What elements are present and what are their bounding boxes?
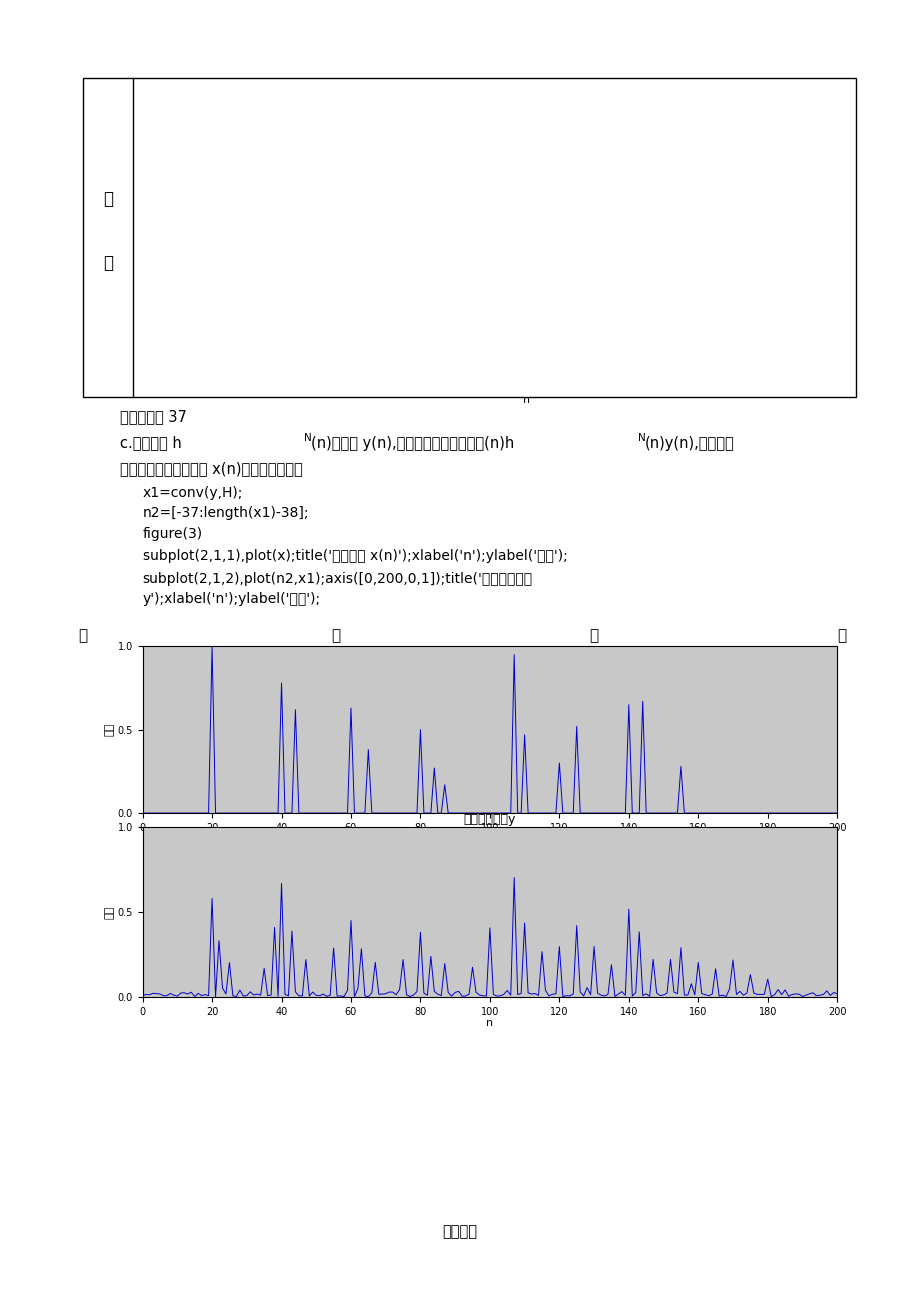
Text: 整理文本: 整理文本	[442, 1224, 477, 1239]
Text: 序: 序	[588, 628, 597, 644]
Text: (n)来滤波 y(n),并画出滤波器的输出及(n)h: (n)来滤波 y(n),并画出滤波器的输出及(n)h	[311, 435, 514, 451]
Text: 输: 输	[78, 628, 87, 644]
X-axis label: n: n	[486, 834, 493, 844]
Text: y');xlabel('n');ylabel('幅値');: y');xlabel('n');ylabel('幅値');	[142, 593, 321, 606]
Y-axis label: 幅值: 幅值	[156, 231, 166, 244]
Y-axis label: 幅值: 幅值	[105, 723, 115, 736]
Text: (n)y(n),图中的峰: (n)y(n),图中的峰	[644, 435, 734, 451]
Text: subplot(2,1,1),plot(x);title('输入序列 x(n)');xlabel('n');ylabel('幅値');: subplot(2,1,1),plot(x);title('输入序列 x(n)'…	[142, 550, 567, 563]
Text: 图: 图	[103, 190, 113, 208]
Text: 最佳延迟为 37: 最佳延迟为 37	[119, 409, 187, 425]
Text: 入: 入	[331, 628, 340, 644]
Y-axis label: 幅值: 幅值	[105, 906, 115, 919]
Text: c.用估计的 h: c.用估计的 h	[119, 435, 181, 451]
Text: figure(3): figure(3)	[142, 528, 202, 541]
Text: n2=[-37:length(x1)-38];: n2=[-37:length(x1)-38];	[142, 507, 309, 520]
Text: 値的位置和幅度是否与 x(n)中的结果一致。: 値的位置和幅度是否与 x(n)中的结果一致。	[119, 461, 302, 477]
Text: 形: 形	[103, 254, 113, 272]
Title: 逆滤波器输出y: 逆滤波器输出y	[463, 813, 516, 826]
Text: N: N	[637, 433, 644, 443]
Text: x1=conv(y,H);: x1=conv(y,H);	[142, 486, 243, 499]
Text: 列: 列	[836, 628, 845, 644]
Text: subplot(2,1,2),plot(n2,x1);axis([0,200,0,1]);title('逆滤波器输出: subplot(2,1,2),plot(n2,x1);axis([0,200,0…	[142, 572, 532, 585]
Title: 逆滤波器冲击响应: 逆滤波器冲击响应	[496, 86, 556, 99]
X-axis label: n: n	[523, 395, 529, 405]
Text: N: N	[303, 433, 311, 443]
X-axis label: n: n	[486, 1018, 493, 1028]
